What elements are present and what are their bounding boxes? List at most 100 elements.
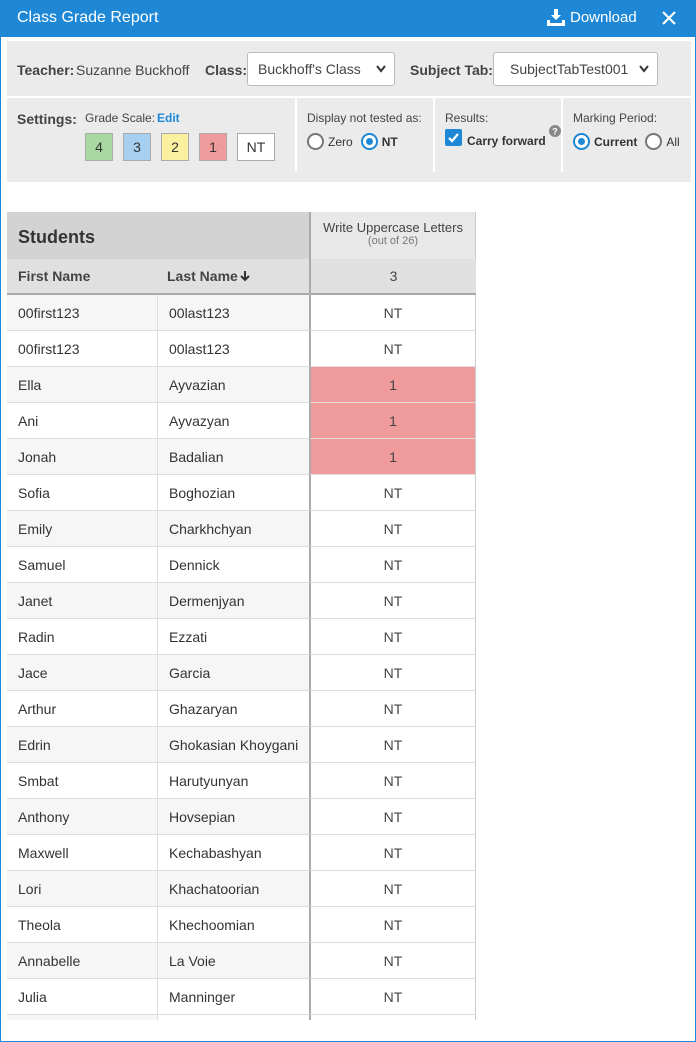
first-name-cell: Sofia	[7, 475, 157, 511]
caret	[639, 65, 649, 73]
not-tested-option[interactable]: Zero	[307, 133, 353, 150]
settings-bar: Settings: Grade Scale: Edit 4 3 2 1 NT Displ…	[7, 98, 691, 182]
settings-label: Settings:	[17, 111, 77, 127]
caret	[376, 65, 386, 73]
radio-circle	[573, 133, 590, 150]
score-cell[interactable]: NT	[309, 331, 476, 367]
svg-text:?: ?	[552, 127, 558, 137]
first-name-cell: Julia	[7, 979, 157, 1015]
last-name-label: Last Name	[167, 268, 238, 284]
first-name-cell: Edrin	[7, 727, 157, 763]
score-cell[interactable]: NT	[309, 979, 476, 1015]
score-cell[interactable]: NT	[309, 619, 476, 655]
score-cell[interactable]: NT	[309, 691, 476, 727]
last-name-cell: Ayvazyan	[157, 403, 309, 439]
radio-circle	[307, 133, 324, 150]
score-cell[interactable]: NT	[309, 835, 476, 871]
teacher-label: Teacher:	[17, 62, 75, 78]
subject-label: Subject Tab:	[410, 62, 493, 78]
marking-period-label: Marking Period:	[573, 111, 658, 125]
score-cell[interactable]: NT	[309, 583, 476, 619]
last-name-cell: Garcia	[157, 655, 309, 691]
partial-row	[157, 1015, 309, 1020]
score-cell[interactable]: NT	[309, 547, 476, 583]
download-label: Download	[570, 9, 637, 26]
score-cell[interactable]: NT	[309, 799, 476, 835]
first-name-cell: Smbat	[7, 763, 157, 799]
last-name-cell: Dermenjyan	[157, 583, 309, 619]
last-name-cell: Boghozian	[157, 475, 309, 511]
marking-period-option-label: All	[666, 134, 680, 149]
score-cell[interactable]: NT	[309, 943, 476, 979]
carry-forward[interactable]: Carry forward	[445, 129, 546, 149]
checkbox	[445, 129, 462, 146]
radio-circle	[645, 133, 663, 150]
last-name-cell: Ghazaryan	[157, 691, 309, 727]
marking-period-option[interactable]: All	[645, 133, 680, 150]
download-icon	[547, 9, 565, 26]
score-cell[interactable]: NT	[309, 511, 476, 547]
marking-period-options: Current All	[573, 133, 688, 153]
first-name-header[interactable]: First Name	[18, 268, 91, 284]
last-name-cell: La Voie	[157, 943, 309, 979]
grade-table: Students Write Uppercase Letters (out of…	[7, 212, 476, 1020]
last-name-cell: Charkhchyan	[157, 511, 309, 547]
not-tested-option[interactable]: NT	[360, 133, 398, 150]
first-name-cell: Jonah	[7, 439, 157, 475]
last-name-cell: Ezzati	[157, 619, 309, 655]
marking-period-option[interactable]: Current	[573, 133, 637, 150]
marking-period-option-label: Current	[594, 134, 638, 149]
last-name-cell: Kechabashyan	[157, 835, 309, 871]
last-name-cell: Ayvazian	[157, 367, 309, 403]
grade-scale-item: 4	[85, 133, 113, 161]
last-name-cell: Khechoomian	[157, 907, 309, 943]
score-cell[interactable]: NT	[309, 907, 476, 943]
assignment-header: Write Uppercase Letters (out of 26)	[309, 212, 476, 259]
first-name-cell: Anthony	[7, 799, 157, 835]
download-button[interactable]: Download	[547, 9, 637, 26]
last-name-cell: Hovsepian	[157, 799, 309, 835]
sort-arrow	[240, 271, 250, 282]
score-cell[interactable]: NT	[309, 871, 476, 907]
first-name-cell: Lori	[7, 871, 157, 907]
score-cell[interactable]: NT	[309, 295, 476, 331]
score-cell[interactable]: 1	[309, 403, 476, 439]
first-name-cell: Jace	[7, 655, 157, 691]
score-cell[interactable]: NT	[309, 763, 476, 799]
marking-period-section: Marking Period: Current All	[561, 98, 691, 172]
students-header: Students	[7, 212, 309, 259]
help-icon[interactable]: ?	[549, 125, 561, 137]
subject-select[interactable]: SubjectTabTest001	[493, 52, 658, 86]
score-cell[interactable]: 1	[309, 439, 476, 475]
not-tested-options: Zero NT	[307, 133, 406, 153]
grade-scale-label: Grade Scale:	[85, 111, 156, 125]
score-cell[interactable]: 1	[309, 367, 476, 403]
subject-value: SubjectTabTest001	[510, 61, 629, 77]
not-tested-section: Display not tested as: Zero NT	[295, 98, 433, 172]
assignment-title: Write Uppercase Letters	[323, 220, 463, 235]
class-value: Buckhoff's Class	[258, 61, 361, 77]
check-mark	[448, 133, 459, 143]
last-name-header[interactable]: Last Name	[167, 268, 250, 284]
last-name-cell: 00last123	[157, 295, 309, 331]
assignment-note: (out of 26)	[367, 235, 419, 247]
first-name-cell: Samuel	[7, 547, 157, 583]
first-name-cell: Emily	[7, 511, 157, 547]
last-name-cell: 00last123	[157, 331, 309, 367]
last-name-cell: Khachatoorian	[157, 871, 309, 907]
close-button[interactable]	[660, 9, 678, 27]
partial-row	[309, 1015, 476, 1020]
score-cell[interactable]: NT	[309, 727, 476, 763]
edit-link[interactable]: Edit	[157, 111, 180, 125]
grade-scale-item: NT	[237, 133, 275, 161]
last-name-cell: Dennick	[157, 547, 309, 583]
not-tested-option-label: NT	[381, 134, 398, 149]
teacher-name: Suzanne Buckhoff	[76, 62, 190, 78]
first-name-cell: Radin	[7, 619, 157, 655]
score-cell[interactable]: NT	[309, 475, 476, 511]
score-cell[interactable]: NT	[309, 655, 476, 691]
results-label: Results:	[445, 111, 489, 125]
class-select[interactable]: Buckhoff's Class	[247, 52, 395, 86]
